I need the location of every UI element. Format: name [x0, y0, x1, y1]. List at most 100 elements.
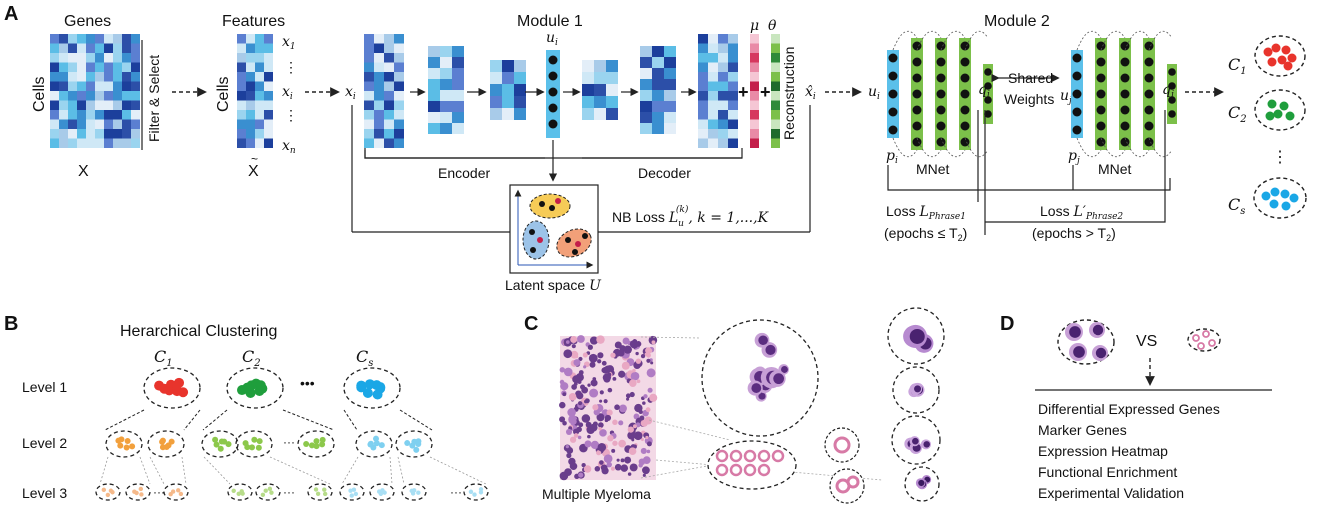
d-cluster-cells [1065, 322, 1216, 361]
level3-point [108, 488, 114, 493]
dec1-cell [582, 60, 594, 72]
slide-cell [575, 355, 579, 359]
output-cell [698, 119, 708, 129]
mnet-output-layer [983, 64, 993, 124]
input-cell [384, 72, 394, 82]
level2-point [256, 438, 263, 445]
cluster-point [1277, 55, 1287, 65]
level2-cluster [355, 430, 393, 458]
theta-cell [771, 62, 780, 72]
slide-cell [607, 435, 614, 442]
input-cell [364, 81, 374, 91]
latent-node [548, 103, 558, 113]
slide-cell [587, 434, 591, 439]
zoom-small-1 [824, 427, 860, 463]
dec2-cell [640, 90, 652, 101]
mnet-node [888, 89, 898, 99]
b-level3-dots-2: ··· [283, 485, 295, 499]
output-cell [708, 72, 718, 82]
slide-cell [599, 390, 604, 395]
slide-cell [649, 393, 658, 402]
level1-point [154, 380, 165, 391]
output-cell [718, 43, 728, 53]
slide-cell [651, 340, 656, 345]
dec2-cell [664, 112, 676, 123]
feature-cell [237, 129, 246, 139]
level3-point [313, 487, 319, 492]
level-connector [181, 456, 187, 485]
cells-label: Cells [31, 76, 48, 112]
xi-label: xi [282, 84, 293, 102]
output-cell [728, 43, 738, 53]
slide-cell [592, 404, 599, 411]
genes-cell [131, 91, 140, 101]
mnet-edge [892, 30, 918, 51]
feature-cell [255, 129, 264, 139]
latent-node [548, 87, 558, 97]
cluster-point [1279, 101, 1289, 111]
cluster-point [1265, 111, 1275, 121]
slide-cell [617, 349, 625, 357]
slide-cell [614, 463, 622, 471]
genes-cell [86, 119, 95, 129]
cluster-point [1267, 99, 1277, 109]
genes-cell [131, 81, 140, 91]
level3-point [315, 491, 321, 497]
mnet-node [960, 121, 970, 131]
latent-point [539, 201, 545, 207]
genes-cell [131, 129, 140, 139]
input-cell [364, 43, 374, 53]
dec2-cell [652, 57, 664, 68]
input-cell [394, 100, 404, 110]
level-connector [389, 456, 393, 485]
genes-cell [122, 43, 131, 53]
genes-heatmap [50, 34, 140, 148]
cluster-point [1287, 53, 1297, 63]
theta-cell [771, 81, 780, 91]
slide-cell [647, 387, 653, 393]
genes-cell [59, 53, 68, 63]
mnet-node [1096, 57, 1106, 67]
c1-label: C1 [1228, 55, 1247, 77]
genes-cell [95, 72, 104, 82]
level2-cluster [297, 430, 335, 458]
dec1-cell [594, 108, 606, 120]
slide-cell [604, 414, 612, 422]
input-cell [364, 62, 374, 72]
slide-cell [559, 416, 566, 423]
dec1-cell [594, 60, 606, 72]
genes-cell [59, 91, 68, 101]
b-level1-dots: ••• [300, 375, 315, 391]
genes-cell [68, 62, 77, 72]
mu-cell [750, 43, 759, 53]
slide-cell [559, 367, 566, 373]
slide-cell [607, 387, 613, 393]
input-cell [364, 53, 374, 63]
genes-cell [50, 62, 59, 72]
mnet-edge [964, 30, 989, 51]
output-cell [728, 119, 738, 129]
feature-cell [255, 100, 264, 110]
genes-cell [104, 72, 113, 82]
slide-cell [606, 461, 612, 468]
slide-cell [650, 361, 654, 365]
slide-cell [646, 441, 652, 447]
level-connector [429, 456, 487, 485]
genes-cell [113, 53, 122, 63]
feature-cell [237, 34, 246, 44]
slide-cell [578, 356, 583, 361]
slide-cell [567, 408, 576, 417]
nb-loss-label: NB Loss Lu(k), k = 1,...,K [612, 204, 770, 229]
enc1-cell [452, 101, 464, 112]
cluster-cs-points [1261, 187, 1299, 211]
genes-cell [104, 119, 113, 129]
level1-point [362, 387, 373, 398]
level3-point [138, 486, 144, 492]
enc2-cell [490, 84, 502, 96]
genes-cell [104, 62, 113, 72]
output-cell [728, 138, 738, 148]
enc2-cell [502, 60, 514, 72]
plus-2: + [760, 82, 771, 102]
slide-cell [589, 336, 599, 345]
dec2-cell [652, 123, 664, 134]
